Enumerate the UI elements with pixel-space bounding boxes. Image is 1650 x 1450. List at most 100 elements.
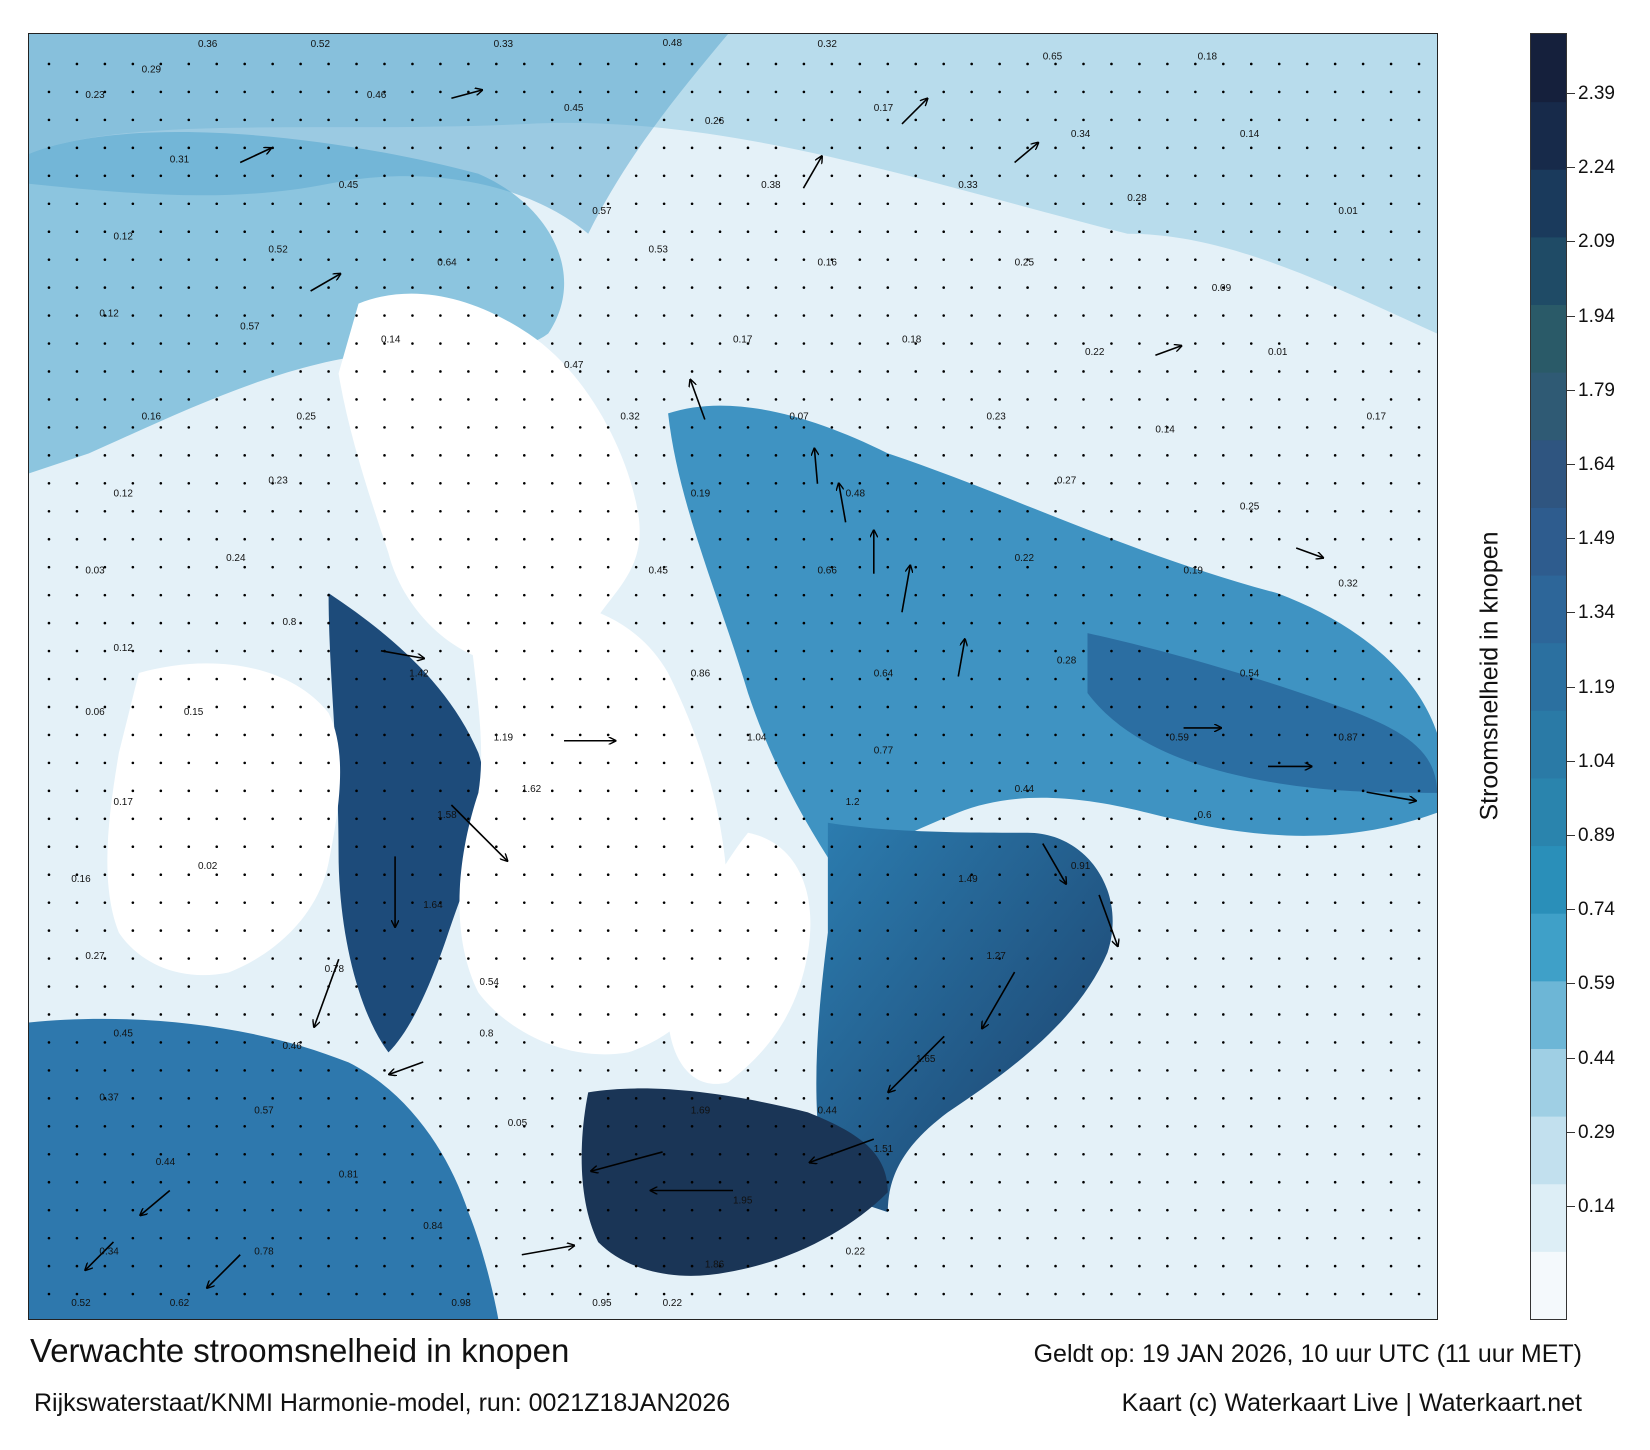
grid-dot: [1138, 398, 1141, 401]
grid-dot: [830, 1041, 834, 1044]
grid-dot: [1389, 901, 1393, 904]
legend-tick-label: 1.64: [1578, 454, 1615, 475]
grid-dot: [970, 1236, 973, 1240]
grid-dot: [942, 398, 945, 401]
grid-dot: [103, 1208, 107, 1212]
grid-dot: [1222, 1013, 1225, 1016]
speed-value-label: 0.12: [113, 232, 133, 243]
grid-dot: [1054, 1013, 1057, 1016]
grid-dot: [439, 1152, 442, 1156]
grid-dot: [1054, 1236, 1057, 1240]
grid-dot: [942, 537, 945, 541]
grid-dot: [215, 1292, 219, 1296]
grid-dot: [271, 649, 274, 653]
grid-dot: [1249, 761, 1253, 765]
grid-dot: [1194, 565, 1197, 569]
grid-dot: [634, 174, 638, 178]
grid-dot: [1082, 1097, 1085, 1100]
grid-dot: [1333, 985, 1337, 988]
grid-dot: [1222, 202, 1225, 206]
grid-dot: [271, 118, 274, 122]
grid-dot: [271, 370, 274, 373]
grid-dot: [439, 202, 442, 206]
grid-dot: [75, 90, 79, 94]
grid-dot: [215, 1125, 219, 1128]
grid-dot: [299, 1097, 302, 1100]
grid-dot: [1333, 1125, 1337, 1128]
grid-dot: [1110, 761, 1113, 765]
grid-dot: [914, 370, 918, 373]
grid-dot: [1333, 90, 1337, 94]
grid-dot: [299, 1292, 302, 1296]
grid-dot: [103, 118, 107, 122]
grid-dot: [550, 985, 554, 988]
grid-dot: [1333, 537, 1337, 541]
grid-dot: [467, 509, 470, 513]
grid-dot: [662, 677, 666, 681]
grid-dot: [1361, 230, 1365, 233]
grid-dot: [1277, 258, 1281, 261]
grid-dot: [411, 565, 414, 569]
grid-dot: [1026, 202, 1029, 206]
grid-dot: [690, 677, 694, 681]
grid-dot: [243, 370, 246, 373]
grid-dot: [243, 621, 246, 625]
grid-dot: [718, 985, 722, 988]
grid-dot: [1110, 817, 1113, 821]
grid-dot: [1389, 1180, 1393, 1184]
grid-dot: [103, 398, 107, 401]
grid-dot: [47, 789, 51, 793]
grid-dot: [830, 1208, 834, 1212]
grid-dot: [187, 733, 191, 737]
grid-dot: [1110, 901, 1113, 904]
grid-dot: [75, 537, 79, 541]
legend-tick: [1567, 464, 1575, 465]
grid-dot: [802, 761, 806, 765]
grid-dot: [970, 1180, 973, 1184]
grid-dot: [802, 985, 806, 988]
grid-dot: [327, 593, 330, 597]
grid-dot: [215, 314, 219, 317]
speed-value-label: 0.01: [1268, 347, 1288, 358]
grid-dot: [383, 957, 386, 960]
grid-dot: [299, 565, 302, 569]
grid-dot: [243, 649, 246, 653]
grid-dot: [75, 565, 79, 569]
grid-dot: [1110, 677, 1113, 681]
grid-dot: [47, 118, 51, 122]
grid-dot: [578, 258, 582, 261]
grid-dot: [383, 845, 386, 849]
grid-dot: [942, 1208, 945, 1212]
grid-dot: [1417, 1180, 1421, 1184]
grid-dot: [1389, 761, 1393, 765]
grid-dot: [243, 509, 246, 513]
grid-dot: [439, 118, 442, 122]
grid-dot: [299, 62, 302, 66]
grid-dot: [439, 509, 442, 513]
grid-dot: [886, 593, 890, 597]
grid-dot: [495, 146, 498, 150]
grid-dot: [662, 1125, 666, 1128]
grid-dot: [774, 1069, 778, 1072]
grid-dot: [578, 1264, 582, 1268]
grid-dot: [998, 426, 1001, 429]
grid-dot: [243, 426, 246, 429]
grid-dot: [467, 817, 470, 821]
map-canvas[interactable]: 0.36 0.52 0.33 0.48 0.320.65 0.180.230.290.46…: [29, 34, 1437, 1319]
grid-dot: [662, 342, 666, 345]
grid-dot: [327, 705, 330, 709]
grid-dot: [1361, 901, 1365, 904]
grid-dot: [1249, 565, 1253, 569]
current-speed-map[interactable]: 0.36 0.52 0.33 0.48 0.32 0.65 0.18 0.23 0.29 0.46…: [28, 33, 1438, 1320]
grid-dot: [103, 509, 107, 513]
grid-dot: [802, 705, 806, 709]
grid-dot: [1361, 1125, 1365, 1128]
grid-dot: [914, 649, 918, 653]
grid-dot: [746, 789, 750, 793]
grid-dot: [578, 1097, 582, 1100]
grid-dot: [75, 398, 79, 401]
grid-dot: [1417, 1208, 1421, 1212]
grid-dot: [1361, 1097, 1365, 1100]
grid-dot: [1166, 230, 1169, 233]
grid-dot: [355, 677, 358, 681]
